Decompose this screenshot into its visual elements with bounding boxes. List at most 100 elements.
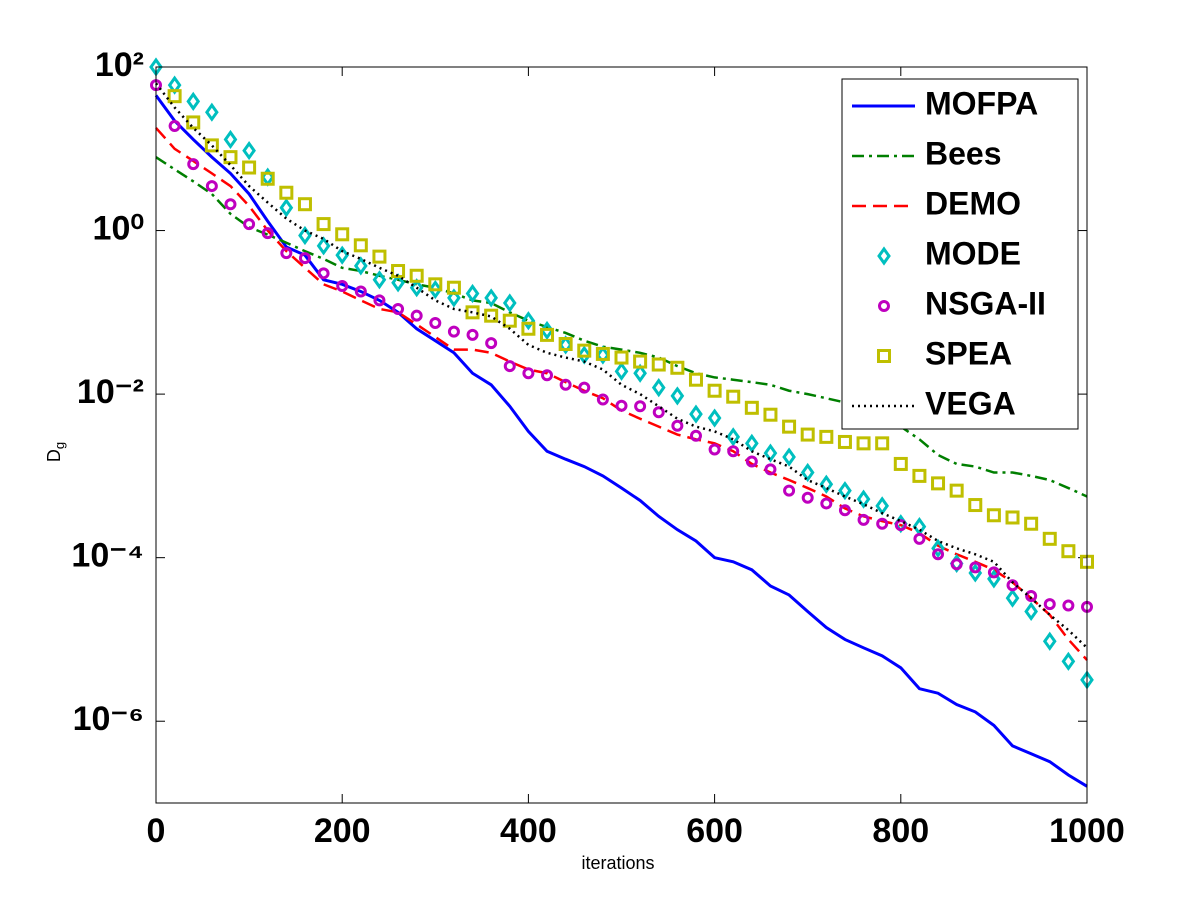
marker-square xyxy=(484,308,499,323)
marker-diamond xyxy=(353,256,368,276)
marker-diamond xyxy=(744,433,759,453)
marker-square xyxy=(595,346,610,361)
marker-square xyxy=(968,498,983,513)
legend: MOFPA Bees DEMO MODE NSGA-II SPEA VEGA xyxy=(841,78,1079,430)
marker-diamond xyxy=(279,198,294,218)
marker-diamond xyxy=(596,345,610,365)
marker-diamond xyxy=(316,236,331,256)
marker-square xyxy=(1005,510,1020,525)
marker-circle xyxy=(205,180,218,193)
legend-marker xyxy=(877,349,891,363)
marker-diamond xyxy=(1005,588,1020,608)
marker-diamond xyxy=(689,404,703,424)
marker-circle xyxy=(261,227,274,240)
legend-label: DEMO xyxy=(925,185,1021,221)
marker-circle xyxy=(857,513,870,526)
marker-diamond xyxy=(428,279,443,300)
marker-circle xyxy=(950,558,963,571)
marker-circle xyxy=(932,548,945,561)
marker-square xyxy=(633,354,648,369)
marker-diamond xyxy=(502,293,517,313)
marker-square xyxy=(670,360,685,375)
marker-square xyxy=(391,264,406,279)
x-axis-label: iterations xyxy=(581,853,654,873)
marker-diamond xyxy=(409,278,424,298)
y-tick-label: 10⁻⁴ xyxy=(71,537,144,575)
marker-diamond xyxy=(1042,631,1057,651)
marker-square xyxy=(744,400,759,415)
marker-diamond xyxy=(614,361,629,381)
marker-square xyxy=(223,150,238,165)
marker-square xyxy=(782,419,797,434)
marker-diamond xyxy=(633,363,647,383)
y-tick-label: 10⁻⁶ xyxy=(73,700,144,738)
marker-circle xyxy=(727,445,740,458)
marker-diamond xyxy=(465,283,480,304)
marker-diamond xyxy=(707,408,722,428)
marker-diamond xyxy=(763,443,778,463)
marker-square xyxy=(521,321,536,336)
legend-label: NSGA-II xyxy=(925,285,1046,321)
marker-square xyxy=(316,217,331,232)
marker-circle xyxy=(894,519,907,532)
marker-square xyxy=(856,436,871,451)
marker-circle xyxy=(1043,598,1056,611)
marker-square xyxy=(949,483,964,498)
series-line xyxy=(154,94,1088,788)
legend-label: Bees xyxy=(925,135,1002,171)
marker-diamond xyxy=(651,378,666,398)
marker-square xyxy=(800,427,815,442)
marker-circle xyxy=(671,419,684,432)
y-axis-label-main: D xyxy=(44,449,64,462)
marker-square xyxy=(186,115,201,130)
marker-diamond xyxy=(391,273,405,293)
legend-marker xyxy=(878,300,890,312)
marker-square xyxy=(1024,516,1039,531)
marker-circle xyxy=(224,198,237,211)
marker-square xyxy=(279,185,294,200)
marker-diamond xyxy=(1024,601,1038,622)
marker-diamond xyxy=(856,489,871,509)
marker-square xyxy=(577,343,592,358)
marker-square xyxy=(558,336,573,351)
marker-circle xyxy=(578,381,591,394)
marker-circle xyxy=(634,400,647,413)
marker-square xyxy=(502,313,517,328)
marker-circle xyxy=(1062,599,1075,612)
legend-label: MOFPA xyxy=(925,85,1038,121)
marker-circle xyxy=(596,393,609,406)
marker-circle xyxy=(801,491,814,504)
marker-diamond xyxy=(931,538,945,558)
series-line xyxy=(155,82,1088,649)
x-tick-label: 600 xyxy=(686,812,743,850)
marker-square xyxy=(353,238,368,253)
marker-square xyxy=(986,508,1001,523)
x-tick-label: 400 xyxy=(500,812,557,850)
marker-circle xyxy=(541,369,554,382)
marker-circle xyxy=(168,119,181,132)
legend-label: VEGA xyxy=(925,385,1016,421)
marker-diamond xyxy=(372,270,387,290)
marker-square xyxy=(446,280,461,295)
series-line xyxy=(155,156,1088,498)
marker-circle xyxy=(354,285,367,298)
marker-square xyxy=(372,249,387,264)
marker-circle xyxy=(838,504,851,517)
marker-circle xyxy=(876,517,889,530)
marker-square xyxy=(651,357,666,372)
legend-label: MODE xyxy=(925,235,1021,271)
marker-circle xyxy=(708,443,721,456)
marker-diamond xyxy=(558,335,573,355)
marker-diamond xyxy=(1061,651,1076,671)
marker-square xyxy=(837,434,852,449)
marker-square xyxy=(763,407,778,422)
marker-circle xyxy=(298,252,311,265)
marker-circle xyxy=(820,497,833,510)
marker-diamond xyxy=(819,474,834,494)
marker-diamond xyxy=(838,481,852,501)
marker-square xyxy=(707,383,722,398)
marker-diamond xyxy=(800,462,815,483)
marker-circle xyxy=(615,399,628,412)
marker-square xyxy=(260,171,275,186)
